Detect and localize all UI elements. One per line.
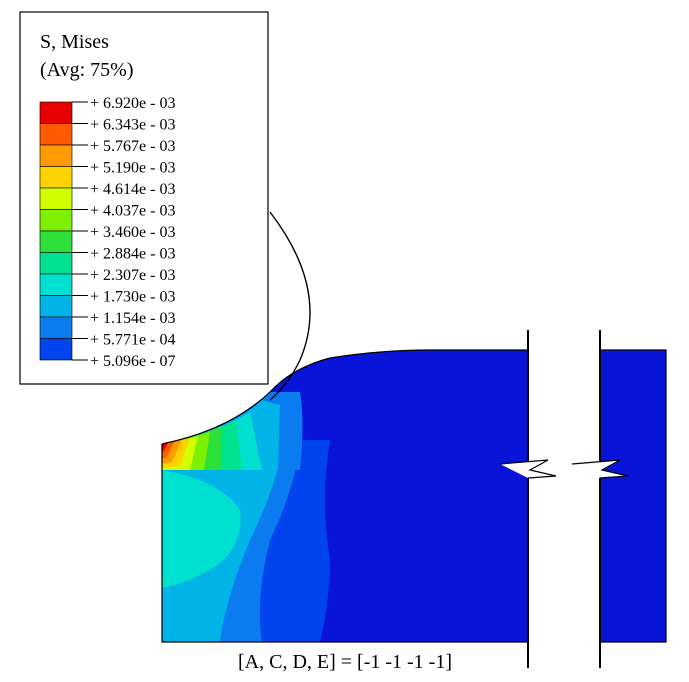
contour-bands	[162, 392, 330, 642]
legend-swatch	[39, 101, 73, 124]
figure-caption: [A, C, D, E] = [-1 -1 -1 -1]	[238, 651, 452, 673]
legend-label: + 3.460e - 03	[90, 224, 175, 241]
legend-swatch	[39, 144, 73, 167]
legend-swatch	[39, 252, 73, 275]
band-00e0d0	[162, 470, 241, 588]
legend-swatch	[39, 123, 73, 146]
specimen-body	[161, 349, 528, 643]
legend-subtitle: (Avg: 75%)	[40, 59, 134, 81]
legend-swatch	[39, 273, 73, 296]
legend-label: + 5.767e - 03	[90, 138, 175, 155]
legend-label: + 2.307e - 03	[90, 267, 175, 284]
legend-label: + 5.771e - 04	[90, 332, 175, 349]
legend-title: S, Mises	[40, 31, 109, 53]
legend-label: + 5.096e - 07	[90, 353, 175, 370]
legend-label: + 1.154e - 03	[90, 310, 175, 327]
legend: S, Mises (Avg: 75%) + 6.920e - 03 + 6.343…	[19, 11, 269, 385]
legend-swatch	[39, 187, 73, 210]
break-gap	[528, 330, 600, 670]
break-zigzag-left	[499, 459, 557, 479]
specimen-right-part	[599, 349, 667, 643]
legend-label: + 2.884e - 03	[90, 246, 175, 263]
legend-swatch	[39, 295, 73, 318]
specimen-outline	[161, 349, 528, 445]
legend-label: + 5.190e - 03	[90, 160, 175, 177]
indenter-arc	[269, 211, 311, 401]
legend-label: + 6.920e - 03	[90, 95, 175, 112]
legend-levels: + 6.920e - 03 + 6.343e - 03 + 5.767e - 03 +…	[39, 95, 175, 370]
band-near-tip-11	[162, 443, 168, 452]
legend-swatch	[39, 230, 73, 253]
legend-swatch	[39, 338, 73, 361]
legend-label: + 4.037e - 03	[90, 203, 175, 220]
legend-label: + 6.343e - 03	[90, 117, 175, 134]
break-zigzag-right	[571, 459, 629, 479]
specimen-left-edge	[161, 444, 528, 643]
legend-swatch	[39, 316, 73, 339]
legend-swatch	[39, 209, 73, 232]
legend-label: + 4.614e - 03	[90, 181, 175, 198]
legend-label: + 1.730e - 03	[90, 289, 175, 306]
legend-swatch	[39, 166, 73, 189]
